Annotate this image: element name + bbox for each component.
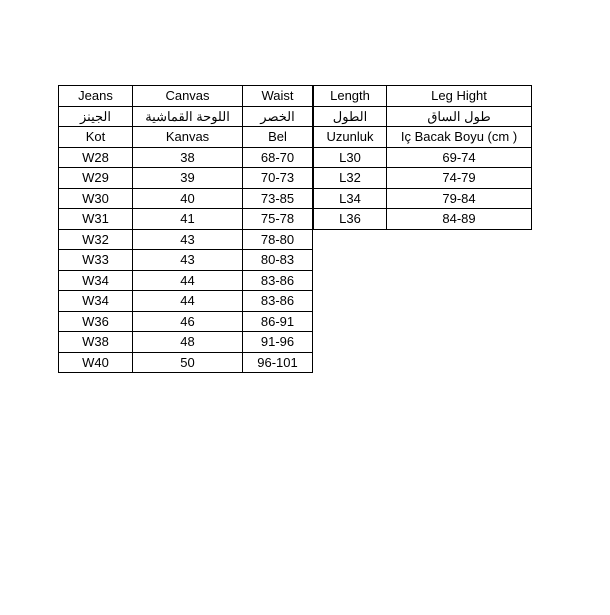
cell-waist: 86-91 (242, 310, 313, 332)
cell-canvas: 39 (132, 167, 243, 189)
cell-waist: 83-86 (242, 269, 313, 291)
header-canvas-en: Canvas (132, 85, 243, 107)
waist-size-table: Jeans Canvas Waist الجينز اللوحة القماشي… (58, 85, 313, 373)
cell-canvas: 43 (132, 228, 243, 250)
table-row: W30 40 73-85 (58, 187, 313, 209)
cell-canvas: 44 (132, 269, 243, 291)
table-row: W36 46 86-91 (58, 310, 313, 332)
cell-canvas: 43 (132, 249, 243, 271)
cell-jeans: W38 (58, 331, 133, 353)
cell-length: L34 (313, 187, 387, 209)
table-row: W29 39 70-73 (58, 167, 313, 189)
cell-leg-hight: 69-74 (386, 146, 532, 168)
cell-canvas: 44 (132, 290, 243, 312)
header-leg-hight-tr: Iç Bacak Boyu (cm ) (386, 126, 532, 148)
table-row: W38 48 91-96 (58, 331, 313, 353)
header-leg-hight-en: Leg Hight (386, 85, 532, 107)
header-length-en: Length (313, 85, 387, 107)
cell-waist: 80-83 (242, 249, 313, 271)
cell-canvas: 38 (132, 146, 243, 168)
cell-waist: 96-101 (242, 351, 313, 373)
cell-length: L32 (313, 167, 387, 189)
cell-waist: 83-86 (242, 290, 313, 312)
table-header-row-turkish: Uzunluk Iç Bacak Boyu (cm ) (313, 126, 532, 148)
header-jeans-en: Jeans (58, 85, 133, 107)
table-header-row-english: Length Leg Hight (313, 85, 532, 107)
header-jeans-ar: الجينز (58, 105, 133, 127)
cell-jeans: W29 (58, 167, 133, 189)
table-header-row-turkish: Kot Kanvas Bel (58, 126, 313, 148)
table-header-row-english: Jeans Canvas Waist (58, 85, 313, 107)
table-row: W33 43 80-83 (58, 249, 313, 271)
length-size-table: Length Leg Hight الطول طول الساق Uzunluk… (313, 85, 532, 230)
cell-jeans: W40 (58, 351, 133, 373)
header-length-tr: Uzunluk (313, 126, 387, 148)
cell-leg-hight: 79-84 (386, 187, 532, 209)
header-waist-en: Waist (242, 85, 313, 107)
header-length-ar: الطول (313, 105, 387, 127)
cell-jeans: W33 (58, 249, 133, 271)
table-row: L34 79-84 (313, 187, 532, 209)
cell-leg-hight: 84-89 (386, 208, 532, 230)
header-leg-hight-ar: طول الساق (386, 105, 532, 127)
cell-jeans: W28 (58, 146, 133, 168)
table-row: L36 84-89 (313, 208, 532, 230)
cell-jeans: W31 (58, 208, 133, 230)
table-row: W28 38 68-70 (58, 146, 313, 168)
cell-waist: 73-85 (242, 187, 313, 209)
cell-length: L36 (313, 208, 387, 230)
cell-jeans: W34 (58, 290, 133, 312)
table-row: W34 44 83-86 (58, 290, 313, 312)
cell-length: L30 (313, 146, 387, 168)
size-chart: Jeans Canvas Waist الجينز اللوحة القماشي… (58, 85, 532, 373)
table-header-row-arabic: الطول طول الساق (313, 105, 532, 127)
cell-jeans: W32 (58, 228, 133, 250)
header-waist-tr: Bel (242, 126, 313, 148)
cell-waist: 75-78 (242, 208, 313, 230)
cell-canvas: 46 (132, 310, 243, 332)
cell-canvas: 41 (132, 208, 243, 230)
cell-waist: 78-80 (242, 228, 313, 250)
cell-canvas: 50 (132, 351, 243, 373)
cell-waist: 68-70 (242, 146, 313, 168)
table-row: W34 44 83-86 (58, 269, 313, 291)
cell-jeans: W30 (58, 187, 133, 209)
cell-waist: 70-73 (242, 167, 313, 189)
header-canvas-ar: اللوحة القماشية (132, 105, 243, 127)
table-row: W32 43 78-80 (58, 228, 313, 250)
table-row: L32 74-79 (313, 167, 532, 189)
table-row: W40 50 96-101 (58, 351, 313, 373)
cell-canvas: 40 (132, 187, 243, 209)
cell-canvas: 48 (132, 331, 243, 353)
cell-leg-hight: 74-79 (386, 167, 532, 189)
header-canvas-tr: Kanvas (132, 126, 243, 148)
cell-jeans: W36 (58, 310, 133, 332)
header-jeans-tr: Kot (58, 126, 133, 148)
table-header-row-arabic: الجينز اللوحة القماشية الخصر (58, 105, 313, 127)
table-row: W31 41 75-78 (58, 208, 313, 230)
table-row: L30 69-74 (313, 146, 532, 168)
cell-jeans: W34 (58, 269, 133, 291)
header-waist-ar: الخصر (242, 105, 313, 127)
cell-waist: 91-96 (242, 331, 313, 353)
